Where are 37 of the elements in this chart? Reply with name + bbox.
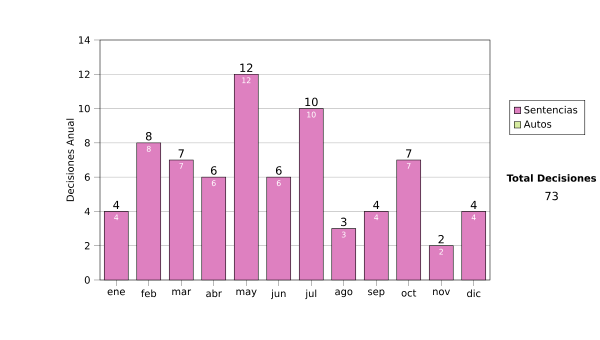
y-axis-title: Decisiones Anual bbox=[66, 118, 74, 202]
total-label: 10 bbox=[305, 98, 318, 106]
total-label: 7 bbox=[406, 149, 412, 158]
x-tick-label: sep bbox=[368, 290, 384, 298]
y-tick-label: 4 bbox=[84, 208, 90, 215]
x-tick-label: jun bbox=[270, 290, 286, 300]
total-label: 6 bbox=[210, 166, 217, 175]
total-label: 3 bbox=[341, 218, 346, 226]
text: Total Decisiones bbox=[506, 174, 596, 182]
x-tick-label: dic bbox=[467, 290, 480, 298]
x-tick-label: nov bbox=[433, 290, 450, 296]
total-label: 6 bbox=[276, 166, 282, 175]
x-tick-label: may bbox=[236, 290, 257, 298]
x-tick-label: mar bbox=[172, 290, 192, 296]
text: 73 bbox=[545, 192, 558, 200]
y-tick-label: 12 bbox=[79, 70, 90, 78]
legend-label: Sentencias bbox=[524, 106, 578, 114]
total-label: 4 bbox=[113, 200, 120, 210]
x-tick-label: ago bbox=[335, 290, 352, 298]
x-tick-label: ene bbox=[108, 290, 125, 296]
total-label: 7 bbox=[178, 149, 184, 158]
y-tick-label: 0 bbox=[84, 276, 90, 284]
x-tick-label: oct bbox=[402, 290, 416, 297]
y-tick-label: 6 bbox=[84, 173, 90, 181]
total-label: 8 bbox=[146, 132, 152, 140]
x-tick-label: feb bbox=[141, 290, 156, 298]
total-label: 12 bbox=[240, 64, 252, 72]
total-label: 4 bbox=[470, 200, 477, 210]
legend-label: Autos bbox=[524, 120, 552, 128]
total-label: 2 bbox=[438, 234, 444, 244]
total-label: 4 bbox=[373, 200, 380, 210]
x-tick-label: jul bbox=[305, 290, 316, 300]
y-tick-label: 2 bbox=[84, 242, 90, 250]
y-tick-label: 10 bbox=[79, 104, 90, 112]
y-tick-label: 8 bbox=[84, 139, 90, 147]
y-tick-label: 14 bbox=[79, 36, 90, 44]
x-tick-label: abr bbox=[206, 290, 222, 298]
